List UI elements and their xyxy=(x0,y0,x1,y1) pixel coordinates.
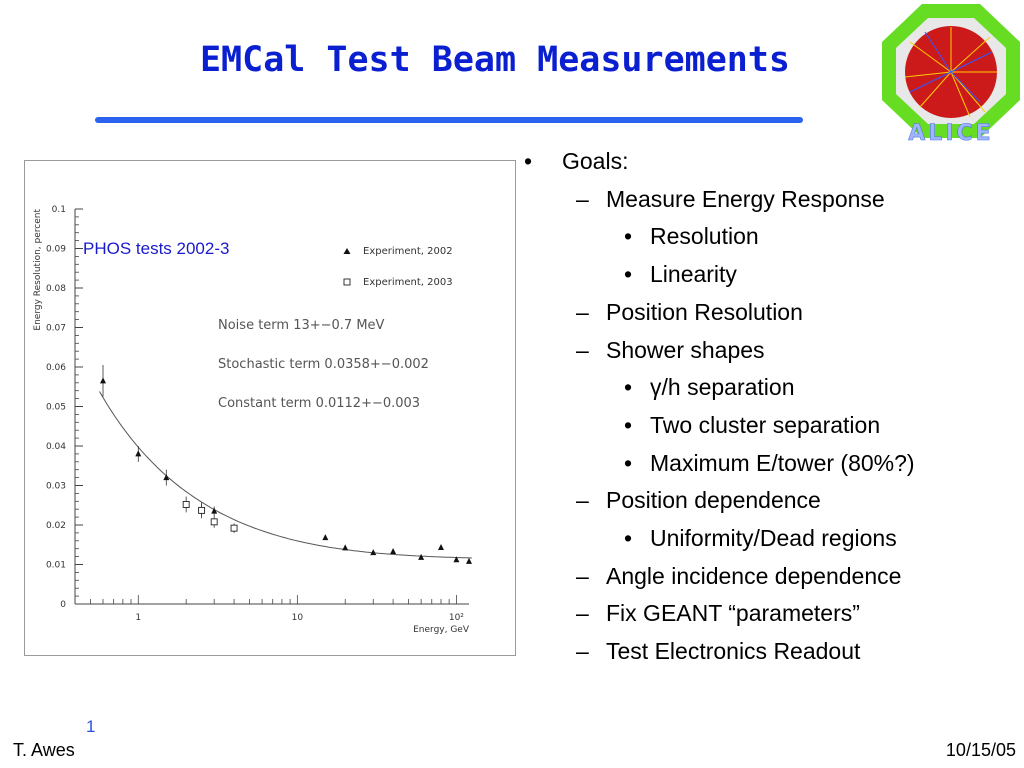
bullet-marker: • xyxy=(624,374,633,401)
bullet-text: Fix GEANT “parameters” xyxy=(606,600,860,627)
y-tick-label: 0.08 xyxy=(46,284,66,294)
data-point-2002 xyxy=(453,556,460,563)
bullet-text: Shower shapes xyxy=(606,336,765,363)
bullet-text: Measure Energy Response xyxy=(606,185,885,212)
y-tick-label: 0.03 xyxy=(46,482,66,492)
bullet-marker: – xyxy=(576,298,589,325)
bullet-text: γ/h separation xyxy=(650,374,795,401)
alice-logo: ALICE xyxy=(880,2,1022,146)
legend-label-2002: Experiment, 2002 xyxy=(363,246,453,257)
bullet-text: Position Resolution xyxy=(606,298,803,325)
resolution-chart-svg: 0 0.01 0.02 0.03 0.04 0.05 0.06 0.07 0.08 0.09 0.1… xyxy=(33,205,472,635)
data-point-2002 xyxy=(418,553,425,560)
x-axis-title: Energy, GeV xyxy=(413,625,470,635)
bullet-marker: • xyxy=(624,411,633,438)
bullet-text: Maximum E/tower (80%?) xyxy=(650,449,915,476)
resolution-chart: 0 0.01 0.02 0.03 0.04 0.05 0.06 0.07 0.08 0.09 0.1… xyxy=(24,160,516,656)
fit-parameter-annotation: Stochastic term 0.0358+−0.002 xyxy=(218,357,429,372)
data-point-2002 xyxy=(163,474,170,481)
fit-parameter-annotation: Constant term 0.0112+−0.003 xyxy=(218,396,420,411)
bullet-text: Position dependence xyxy=(606,487,821,514)
bullet-marker: – xyxy=(576,600,589,627)
chart-annotation-phos: PHOS tests 2002-3 xyxy=(83,239,230,258)
bullet-marker: • xyxy=(624,525,633,551)
footer-author: T. Awes xyxy=(13,740,75,760)
bullet-text: Test Electronics Readout xyxy=(606,638,861,665)
fit-parameter-annotation: Noise term 13+−0.7 MeV xyxy=(218,318,385,333)
legend-marker-2003 xyxy=(343,278,351,286)
legend-marker-2002 xyxy=(343,248,351,254)
legend-label-2003: Experiment, 2003 xyxy=(363,277,453,288)
data-point-2002 xyxy=(466,557,472,564)
data-point-2003 xyxy=(198,506,206,514)
data-point-2003 xyxy=(182,501,190,508)
bullet-marker: • xyxy=(624,261,633,288)
data-point-2003 xyxy=(210,518,218,526)
bullet-text: Linearity xyxy=(650,261,737,288)
data-point-2002 xyxy=(322,534,329,541)
data-point-2002 xyxy=(437,544,444,551)
data-point-2003 xyxy=(230,524,238,532)
fit-curve xyxy=(99,391,472,559)
y-tick-label: 0.04 xyxy=(46,442,66,452)
y-tick-label: 0.1 xyxy=(52,205,66,215)
bullet-marker: • xyxy=(624,449,633,476)
bullet-marker: • xyxy=(624,223,633,250)
y-tick-label: 0 xyxy=(60,600,66,610)
y-tick-label: 0.01 xyxy=(46,561,66,571)
y-axis-title: Energy Resolution, percent xyxy=(33,209,43,331)
bullet-marker: – xyxy=(576,336,589,363)
data-point-2002 xyxy=(211,507,218,514)
y-tick-label: 0.09 xyxy=(46,245,66,255)
bullet-text: Two cluster separation xyxy=(650,411,881,438)
data-point-2002 xyxy=(100,377,107,384)
y-tick-label: 0.02 xyxy=(46,521,66,531)
data-point-2002 xyxy=(342,544,349,551)
bullet-text: Goals: xyxy=(562,148,629,174)
x-tick-label: 10² xyxy=(449,613,464,623)
footer-date: 10/15/05 xyxy=(945,740,1016,760)
data-point-2002 xyxy=(390,547,397,554)
y-tick-label: 0.05 xyxy=(46,403,66,413)
bullet-text: Resolution xyxy=(650,223,759,250)
data-point-2002 xyxy=(370,549,377,556)
bullet-marker: • xyxy=(524,148,533,174)
slide-title: EMCal Test Beam Measurements xyxy=(199,40,790,80)
bullet-marker: – xyxy=(576,638,589,665)
x-tick-label: 10 xyxy=(292,613,304,623)
bullet-marker: – xyxy=(576,487,589,514)
bullet-text: Uniformity/Dead regions xyxy=(650,525,897,551)
data-point-2002 xyxy=(135,450,142,457)
y-tick-label: 0.06 xyxy=(46,363,66,373)
page-number: 1 xyxy=(86,717,96,736)
bullet-marker: – xyxy=(576,562,589,589)
x-tick-label: 1 xyxy=(135,613,141,623)
logo-wordmark: ALICE xyxy=(908,121,993,142)
bullet-marker: – xyxy=(576,185,589,212)
y-tick-label: 0.07 xyxy=(46,324,66,334)
bullet-text: Angle incidence dependence xyxy=(606,562,902,589)
title-underline xyxy=(95,117,803,123)
